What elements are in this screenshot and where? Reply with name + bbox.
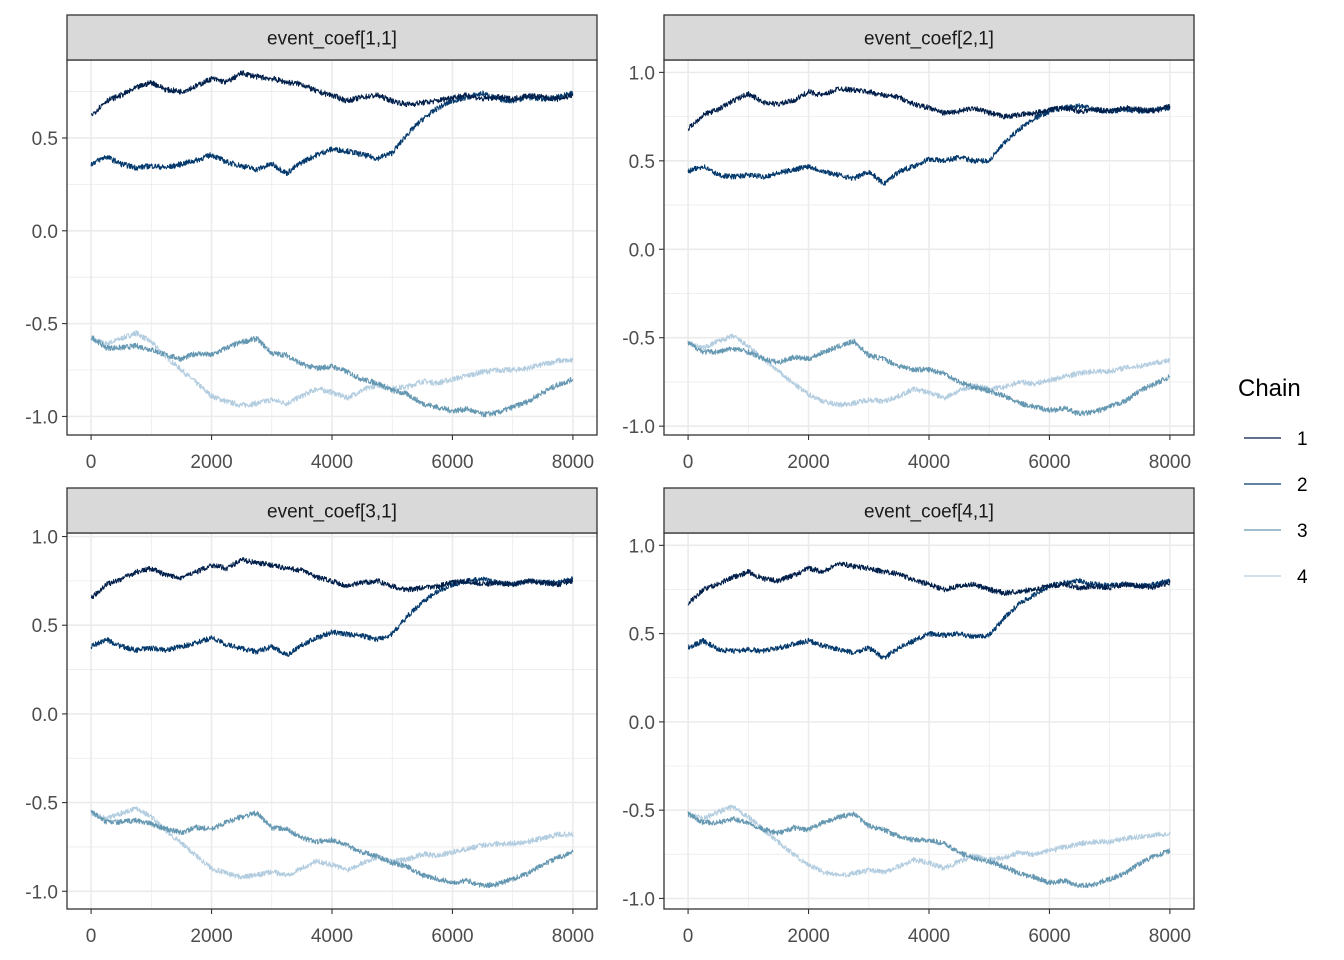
x-tick-label: 6000	[431, 926, 473, 947]
y-tick-label: -0.5	[622, 801, 655, 822]
series-line-chain-3	[90, 335, 574, 418]
panel-1: event_coef[1,1] 0 2000 4000 6000 8000 0.5 0.0 -0…	[25, 14, 598, 473]
x-tick-label: 0	[86, 452, 97, 473]
y-tick-label: -0.5	[25, 794, 58, 815]
y-tick-label: -0.5	[622, 329, 655, 350]
strip-background	[663, 14, 1195, 61]
x-tick-label: 8000	[552, 452, 594, 473]
y-tick-label: 1.0	[32, 528, 58, 549]
strip-background	[66, 14, 598, 61]
y-tick-label: 0.5	[629, 152, 655, 173]
y-tick-label: -1.0	[622, 417, 655, 438]
strip-background	[663, 487, 1195, 534]
series-line-chain-2	[90, 576, 574, 657]
panel-3: event_coef[3,1] 0 2000 4000 6000 8000 1.0 0.5 0.…	[25, 487, 598, 947]
x-tick-label: 8000	[552, 926, 594, 947]
y-tick-label: -0.5	[25, 315, 58, 336]
legend-label-chain-4: 4	[1297, 567, 1308, 588]
strip-title: event_coef[1,1]	[267, 29, 397, 50]
y-tick-label: -1.0	[25, 882, 58, 903]
legend-label-chain-2: 2	[1297, 475, 1308, 496]
chain-legend: Chain 1 2 3 4	[1238, 375, 1308, 588]
x-tick-label: 0	[86, 926, 97, 947]
y-tick-label: -1.0	[622, 889, 655, 910]
series-line-chain-1	[90, 70, 574, 117]
x-tick-label: 6000	[1028, 926, 1070, 947]
series-line-chain-3	[687, 811, 1171, 889]
series-line-chain-3	[90, 809, 574, 889]
strip-title: event_coef[4,1]	[864, 502, 994, 523]
legend-label-chain-1: 1	[1297, 429, 1308, 450]
x-tick-label: 2000	[787, 926, 829, 947]
y-tick-label: 0.5	[32, 129, 58, 150]
y-tick-label: 0.0	[629, 713, 655, 734]
series-line-chain-1	[687, 561, 1171, 606]
y-tick-label: 1.0	[629, 63, 655, 84]
series-line-chain-3	[687, 338, 1171, 417]
x-tick-label: 2000	[190, 452, 232, 473]
y-tick-label: -1.0	[25, 407, 58, 428]
series-line-chain-1	[687, 86, 1171, 132]
y-tick-label: 0.0	[32, 705, 58, 726]
strip-title: event_coef[2,1]	[864, 29, 994, 50]
series-line-chain-4	[90, 330, 574, 408]
y-tick-label: 0.0	[32, 222, 58, 243]
series-line-chain-4	[687, 804, 1171, 878]
x-tick-label: 6000	[431, 452, 473, 473]
x-tick-label: 4000	[908, 452, 950, 473]
panel-4: event_coef[4,1] 0 2000 4000 6000 8000 1.0 0.5 0.…	[622, 487, 1195, 947]
y-tick-label: 1.0	[629, 536, 655, 557]
x-tick-label: 8000	[1149, 926, 1191, 947]
x-tick-label: 8000	[1149, 452, 1191, 473]
y-tick-label: 0.5	[32, 616, 58, 637]
legend-title: Chain	[1238, 375, 1301, 402]
x-tick-label: 2000	[190, 926, 232, 947]
y-tick-label: 0.5	[629, 625, 655, 646]
x-tick-label: 4000	[908, 926, 950, 947]
x-tick-label: 4000	[311, 452, 353, 473]
x-tick-label: 0	[683, 926, 694, 947]
legend-label-chain-3: 3	[1297, 521, 1308, 542]
y-tick-label: 0.0	[629, 240, 655, 261]
strip-title: event_coef[3,1]	[267, 502, 397, 523]
facet-panels: event_coef[1,1] 0 2000 4000 6000 8000 0.5 0.0 -0…	[25, 14, 1195, 947]
panel-2: event_coef[2,1] 0 2000 4000 6000 8000 1.0 0.5 0.…	[622, 14, 1195, 473]
strip-background	[66, 487, 598, 534]
x-tick-label: 4000	[311, 926, 353, 947]
x-tick-label: 6000	[1028, 452, 1070, 473]
legend-items: 1 2 3 4	[1244, 429, 1308, 588]
x-tick-label: 0	[683, 452, 694, 473]
x-tick-label: 2000	[787, 452, 829, 473]
series-line-chain-4	[90, 806, 574, 880]
series-line-chain-1	[90, 557, 574, 599]
